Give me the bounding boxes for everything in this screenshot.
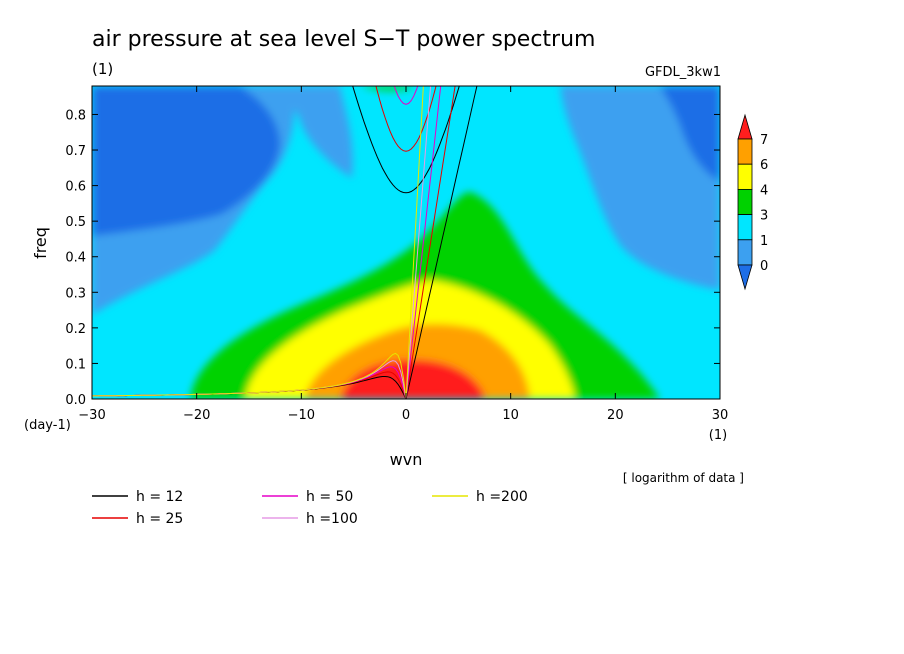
gravity-wave-curve-h25 xyxy=(375,86,437,152)
legend-label: h =200 xyxy=(476,489,528,505)
plot-area xyxy=(92,86,720,399)
legend: h = 12 h = 25 h = 50 h =100 h =200 xyxy=(92,489,528,527)
y-tick-label: 0.4 xyxy=(65,251,86,266)
colorbar-segment xyxy=(737,214,753,241)
legend-label: h = 25 xyxy=(136,511,183,527)
colorbar-segment xyxy=(737,239,753,266)
y-unit-label: (day-1) xyxy=(24,418,71,433)
y-tick-label: 0.1 xyxy=(65,357,86,372)
x-tick-label: 30 xyxy=(712,408,729,423)
fill-level-7 xyxy=(340,359,485,399)
y-tick-label: 0.6 xyxy=(65,180,86,195)
y-tick-label: 0.8 xyxy=(65,108,86,123)
colorbar-segment xyxy=(737,163,753,190)
y-tick-label: 0.5 xyxy=(65,215,86,230)
y-tick-label: 0.0 xyxy=(65,393,86,408)
x-tick-label: 10 xyxy=(502,408,519,423)
y-tick-label: 0.3 xyxy=(65,286,86,301)
y-tick-label: 0.7 xyxy=(65,144,86,159)
colorbar-label: 1 xyxy=(760,234,768,249)
fill-level-0-left xyxy=(92,86,280,236)
colorbar: 0 1 3 4 6 7 xyxy=(737,113,768,291)
colorbar-max-triangle xyxy=(737,113,753,140)
legend-label: h = 50 xyxy=(306,489,353,505)
legend-label: h =100 xyxy=(306,511,358,527)
colorbar-label: 0 xyxy=(760,259,768,274)
colorbar-segment xyxy=(737,138,753,165)
model-label: GFDL_3kw1 xyxy=(645,65,721,80)
colorbar-min-triangle xyxy=(737,264,753,291)
dispersion-curves xyxy=(92,86,478,399)
fill-level-3-top xyxy=(360,86,415,91)
gravity-wave-curve-h12 xyxy=(352,86,460,194)
y-axis-label: freq xyxy=(31,227,50,259)
data-note: [ logarithm of data ] xyxy=(623,471,744,485)
x-tick-label: −30 xyxy=(78,408,105,423)
x-unit-label: (1) xyxy=(709,428,727,443)
x-tick-label: 0 xyxy=(402,408,410,423)
x-axis-label: wvn xyxy=(390,450,423,469)
legend-label: h = 12 xyxy=(136,489,183,505)
y-tick-label: 0.2 xyxy=(65,322,86,337)
x-tick-label: −20 xyxy=(183,408,210,423)
fill-level-0-right xyxy=(660,86,720,182)
x-tick-label: 20 xyxy=(607,408,624,423)
fill-level-1-right xyxy=(560,86,720,290)
x-tick-label: −10 xyxy=(288,408,315,423)
colorbar-label: 4 xyxy=(760,183,768,198)
colorbar-segment xyxy=(737,188,753,215)
gravity-wave-curve-h50 xyxy=(393,86,419,105)
colorbar-label: 3 xyxy=(760,209,768,224)
chart-title: air pressure at sea level S−T power spec… xyxy=(92,27,595,52)
contour-fills xyxy=(92,86,720,399)
colorbar-label: 6 xyxy=(760,158,768,173)
chart-subtitle: (1) xyxy=(92,60,113,78)
axes: −30 −20 −10 0 10 20 30 0.0 0.1 0.2 0.3 0.4 0.5 0.6 0.7… xyxy=(65,86,728,423)
kelvin-wave-curve-h12 xyxy=(405,86,478,399)
colorbar-label: 7 xyxy=(760,133,768,148)
fill-level-1-top xyxy=(265,86,353,178)
rossby-wave-curve-h200 xyxy=(92,352,407,399)
